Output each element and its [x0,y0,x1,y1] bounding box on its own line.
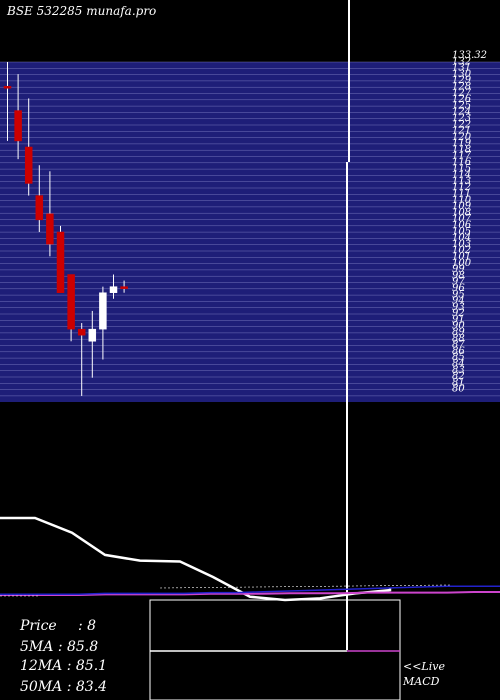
price-scale-label: 99 [452,264,465,275]
price-scale-label: 130 [452,69,472,80]
signal-line [0,585,500,595]
price-band [0,61,500,402]
price-scale-label: 89 [452,327,465,338]
candle-body [35,195,44,221]
stat-5ma-label: 5MA [20,639,53,655]
price-scale-label: 93 [452,302,465,313]
price-scale-label: 86 [452,346,465,357]
price-scale-label: 95 [452,289,465,300]
chart-overlay [149,0,401,700]
candle-body [3,86,12,89]
price-scale-label: 80 [452,384,465,395]
price-scale-label: 106 [452,220,472,231]
price-scale-label: 85 [452,352,465,363]
candle-body [46,213,54,245]
price-scale-label: 84 [452,359,465,370]
price-scale-label: 105 [452,226,471,237]
stat-50ma-label: 50MA [20,679,62,695]
price-scale-label: 129 [452,75,472,86]
price-scale-label: 109 [452,201,472,212]
stat-5ma-value: 85.8 [67,639,98,655]
price-scale-label: 127 [452,88,472,99]
macd-label: MACD [402,675,440,688]
price-scale-label: 118 [452,144,471,155]
price-scale-label: 133.32 [452,50,487,61]
price-scale-label: 104 [452,233,471,244]
price-scale-label: 125 [452,100,471,111]
price-scale-label: 92 [452,308,465,319]
candle-body [88,328,97,342]
price-scale-label: 100 [452,258,472,269]
candle-body [77,328,86,336]
price-scale-label: 108 [452,207,471,218]
price-scale-label: 113 [452,176,471,187]
price-scale-label: 88 [452,333,465,344]
stat-12ma: 12MA : 85.1 [20,658,107,674]
candles [3,62,128,396]
price-scale-label: 121 [452,126,471,137]
price-scale-label: 122 [452,119,471,130]
price-scale: 133.321321311301291281271261251241231221… [452,50,487,395]
live-link[interactable]: <<Live [403,660,445,673]
price-scale-label: 114 [452,170,471,181]
price-scale-label: 110 [452,195,472,206]
price-scale-label: 128 [452,81,471,92]
price-scale-label: 103 [452,239,471,250]
price-scale-label: 115 [452,163,471,174]
candle-body [120,286,128,289]
price-scale-label: 120 [452,132,472,143]
stat-price-value: 8 [87,618,96,634]
price-scale-label: 83 [452,365,465,376]
price-scale-label: 132 [452,56,471,67]
price-scale-label: 126 [452,94,472,105]
price-scale-label: 102 [452,245,471,256]
indicator-frame [149,599,401,700]
candle-body [99,292,107,330]
price-scale-label: 119 [452,138,472,149]
stat-price-label: Price [19,618,57,634]
candle-body [67,274,75,330]
price-scale-label: 94 [452,296,465,307]
price-scale-label: 98 [452,270,465,281]
price-scale-label: 97 [452,277,465,288]
price-scale-label: 117 [452,151,472,162]
stat-50ma-value: 83.4 [76,679,107,695]
stat-price: Price : 8 [19,618,96,634]
candle-body [56,231,65,293]
price-scale-label: 131 [452,63,471,74]
stat-5ma: 5MA : 85.8 [20,639,98,655]
price-scale-label: 91 [452,314,465,325]
candle-body [109,286,118,293]
price-scale-label: 87 [452,340,465,351]
candle-body [24,146,33,184]
price-scale-label: 123 [452,113,471,124]
stat-12ma-label: 12MA [20,658,62,674]
price-scale-label: 107 [452,214,472,225]
price-scale-label: 81 [452,377,465,388]
macd-line [0,591,500,596]
price-scale-label: 90 [452,321,465,332]
price-scale-label: 96 [452,283,465,294]
site-title: BSE 532285 munafa.pro [6,4,156,18]
candle-body [14,110,22,142]
stat-50ma: 50MA : 83.4 [20,679,107,695]
price-scale-label: 116 [452,157,472,168]
zero-dotted-line [159,584,451,589]
price-scale-label: 82 [452,371,465,382]
price-scale-label: 124 [452,107,471,118]
indicator-panel [0,516,500,602]
price-scale-label: 101 [452,251,471,262]
price-scale-label: 111 [452,189,471,200]
price-scale-label: 112 [452,182,471,193]
stat-12ma-value: 85.1 [76,658,107,674]
ma-indicator-line [0,516,392,602]
